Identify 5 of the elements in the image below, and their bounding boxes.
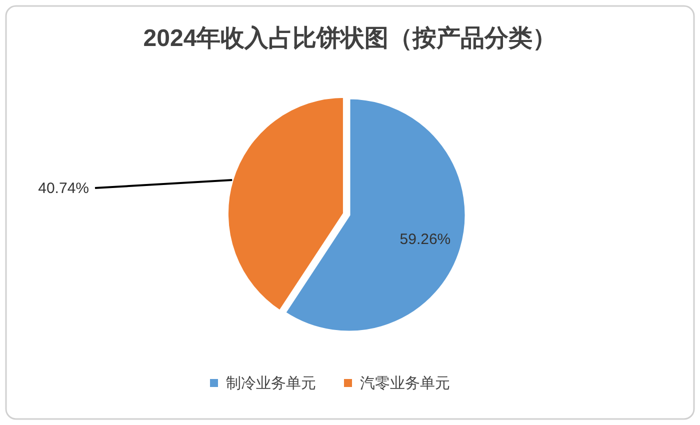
data-label: 59.26%: [400, 230, 451, 248]
chart-title: 2024年收入占比饼状图（按产品分类）: [143, 25, 557, 52]
legend-label: 汽零业务单元: [360, 375, 450, 392]
legend-label: 制冷业务单元: [226, 375, 316, 392]
data-label: 40.74%: [38, 180, 89, 198]
